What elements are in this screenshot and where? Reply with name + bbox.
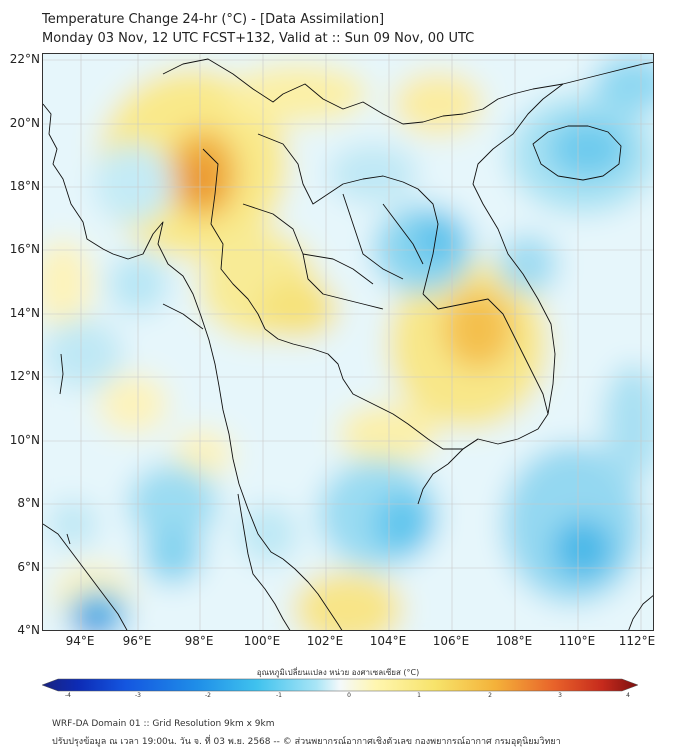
colorbar-tick-label: 3 — [558, 692, 562, 699]
x-tick-label: 102°E — [306, 634, 344, 648]
x-tick-label: 96°E — [122, 634, 152, 648]
x-tick-label: 104°E — [369, 634, 407, 648]
graticule — [43, 54, 653, 630]
temperature-change-map — [42, 53, 654, 631]
colorbar-tick-label: 1 — [417, 692, 421, 699]
x-tick-label: 110°E — [558, 634, 596, 648]
colorbar-tick-label: -1 — [276, 692, 282, 699]
x-tick-label: 106°E — [432, 634, 470, 648]
colorbar-ticks: -4 -3 -2 -1 0 1 2 3 4 — [0, 692, 676, 704]
colorbar-gradient — [41, 678, 639, 692]
colorbar-tick-label: 2 — [488, 692, 492, 699]
colorbar-tick-label: -4 — [65, 692, 71, 699]
map-subtitle: Monday 03 Nov, 12 UTC FCST+132, Valid at… — [42, 31, 475, 46]
y-tick-label: 22°N — [9, 52, 40, 66]
y-tick-label: 10°N — [9, 433, 40, 447]
colorbar-tick-label: -3 — [135, 692, 141, 699]
colorbar-tick-label: 0 — [347, 692, 351, 699]
x-tick-label: 100°E — [243, 634, 281, 648]
y-tick-label: 6°N — [17, 560, 40, 574]
footer-credits: ปรับปรุงข้อมูล ณ เวลา 19:00น. วัน จ. ที่… — [52, 737, 561, 747]
x-tick-label: 98°E — [184, 634, 214, 648]
coastlines-and-borders — [43, 58, 653, 630]
x-tick-label: 108°E — [495, 634, 533, 648]
colorbar — [41, 678, 639, 692]
y-tick-label: 8°N — [17, 496, 40, 510]
y-tick-label: 14°N — [9, 306, 40, 320]
y-tick-label: 18°N — [9, 179, 40, 193]
colorbar-label: อุณหภูมิเปลี่ยนแปลง หน่วย องศาเซลเซียส (… — [256, 668, 420, 677]
x-tick-label: 94°E — [65, 634, 95, 648]
footer-domain-info: WRF-DA Domain 01 :: Grid Resolution 9km … — [52, 719, 275, 729]
y-tick-label: 12°N — [9, 369, 40, 383]
colorbar-tick-label: -2 — [205, 692, 211, 699]
map-canvas — [43, 54, 653, 630]
x-tick-label: 112°E — [618, 634, 656, 648]
y-tick-label: 16°N — [9, 242, 40, 256]
y-tick-label: 20°N — [9, 116, 40, 130]
colorbar-tick-label: 4 — [626, 692, 630, 699]
temperature-field — [43, 54, 653, 630]
map-title: Temperature Change 24-hr (°C) - [Data As… — [42, 12, 385, 27]
y-tick-label: 4°N — [17, 623, 40, 637]
